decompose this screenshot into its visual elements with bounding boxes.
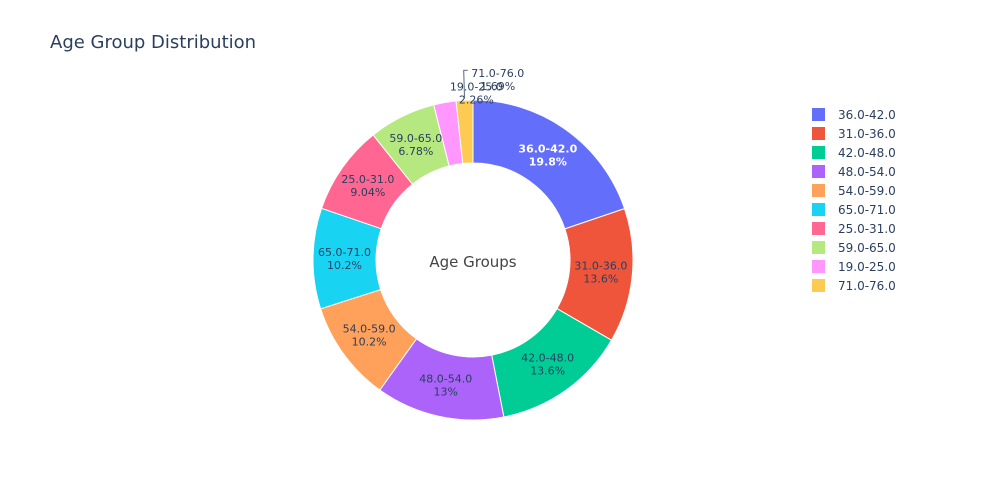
- legend-label: 59.0-65.0: [838, 241, 896, 255]
- legend-item-54-0-59-0[interactable]: 54.0-59.0: [812, 184, 896, 198]
- slice-label-54-0-59-0: 54.0-59.010.2%: [343, 323, 396, 349]
- slice-label-percent: 10.2%: [327, 259, 362, 272]
- donut-slice-labels: 36.0-42.019.8%31.0-36.013.6%42.0-48.013.…: [318, 67, 627, 398]
- slice-label-25-0-31-0: 25.0-31.09.04%: [341, 173, 394, 199]
- legend-swatch: [812, 127, 825, 140]
- slice-label-category: 36.0-42.0: [518, 143, 577, 156]
- slice-label-percent: 13.6%: [583, 273, 618, 286]
- legend-swatch: [812, 260, 825, 273]
- slice-label-59-0-65-0: 59.0-65.06.78%: [389, 132, 442, 158]
- slice-label-percent: 2.26%: [459, 94, 494, 107]
- legend-item-65-0-71-0[interactable]: 65.0-71.0: [812, 203, 896, 217]
- legend-swatch: [812, 165, 825, 178]
- slice-label-category: 31.0-36.0: [574, 260, 627, 273]
- slice-label-category: 71.0-76.0: [471, 67, 524, 80]
- slice-label-percent: 13.6%: [530, 365, 565, 378]
- legend-label: 71.0-76.0: [838, 279, 896, 293]
- legend-item-71-0-76-0[interactable]: 71.0-76.0: [812, 279, 896, 293]
- legend-item-19-0-25-0[interactable]: 19.0-25.0: [812, 260, 896, 274]
- legend-item-42-0-48-0[interactable]: 42.0-48.0: [812, 146, 896, 160]
- slice-71-0-76-0[interactable]: [455, 99, 474, 165]
- donut-center-label: Age Groups: [429, 253, 516, 271]
- legend-label: 36.0-42.0: [838, 108, 896, 122]
- slice-label-percent: 13%: [433, 386, 457, 399]
- legend-swatch: [812, 108, 825, 121]
- slice-label-category: 59.0-65.0: [389, 132, 442, 145]
- legend-swatch: [812, 184, 825, 197]
- slice-label-leader: [463, 69, 468, 99]
- legend: 36.0-42.0 31.0-36.0 42.0-48.0 48.0-54.0 54.0…: [812, 108, 896, 293]
- slice-label-percent: 9.04%: [350, 186, 385, 199]
- slice-label-48-0-54-0: 48.0-54.013%: [419, 373, 472, 399]
- legend-label: 42.0-48.0: [838, 146, 896, 160]
- legend-label: 65.0-71.0: [838, 203, 896, 217]
- slice-label-71-0-76-0: 71.0-76.01.69%: [463, 67, 524, 99]
- slice-label-category: 48.0-54.0: [419, 373, 472, 386]
- legend-label: 25.0-31.0: [838, 222, 896, 236]
- legend-item-59-0-65-0[interactable]: 59.0-65.0: [812, 241, 896, 255]
- slice-label-category: 25.0-31.0: [341, 173, 394, 186]
- legend-swatch: [812, 203, 825, 216]
- legend-item-31-0-36-0[interactable]: 31.0-36.0: [812, 127, 896, 141]
- legend-swatch: [812, 146, 825, 159]
- slice-label-percent: 1.69%: [480, 80, 515, 93]
- slice-label-percent: 10.2%: [352, 336, 387, 349]
- slice-label-category: 42.0-48.0: [521, 352, 574, 365]
- legend-label: 48.0-54.0: [838, 165, 896, 179]
- legend-item-48-0-54-0[interactable]: 48.0-54.0: [812, 165, 896, 179]
- slice-label-19-0-25-0: 19.0-25.02.26%: [450, 81, 503, 107]
- chart-title: Age Group Distribution: [50, 32, 257, 53]
- slice-label-percent: 6.78%: [398, 145, 433, 158]
- slice-label-category: 54.0-59.0: [343, 323, 396, 336]
- slice-label-42-0-48-0: 42.0-48.013.6%: [521, 352, 574, 378]
- legend-item-36-0-42-0[interactable]: 36.0-42.0: [812, 108, 896, 122]
- legend-swatch: [812, 241, 825, 254]
- legend-label: 19.0-25.0: [838, 260, 896, 274]
- legend-label: 54.0-59.0: [838, 184, 896, 198]
- slice-label-percent: 19.8%: [529, 156, 567, 169]
- donut-slices: [312, 99, 634, 421]
- slice-label-category: 65.0-71.0: [318, 246, 371, 259]
- legend-swatch: [812, 279, 825, 292]
- legend-label: 31.0-36.0: [838, 127, 896, 141]
- legend-swatch: [812, 222, 825, 235]
- slice-label-36-0-42-0: 36.0-42.019.8%: [518, 143, 577, 169]
- slice-label-category: 19.0-25.0: [450, 81, 503, 94]
- slice-label-31-0-36-0: 31.0-36.013.6%: [574, 260, 627, 286]
- legend-item-25-0-31-0[interactable]: 25.0-31.0: [812, 222, 896, 236]
- slice-label-65-0-71-0: 65.0-71.010.2%: [318, 246, 371, 272]
